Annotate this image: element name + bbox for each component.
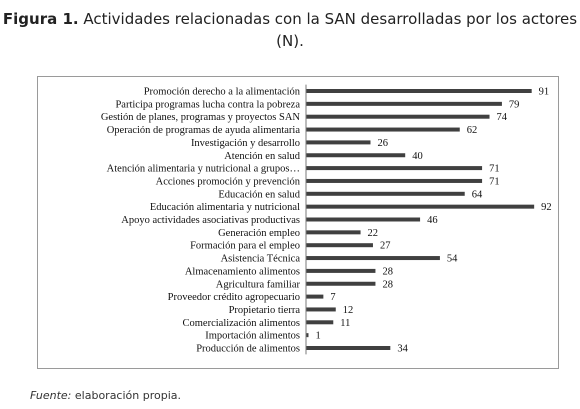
bar xyxy=(306,127,460,132)
chart-frame: Promoción derecho a la alimentación Parti… xyxy=(37,76,559,369)
bar xyxy=(306,243,373,248)
bar xyxy=(306,153,406,158)
data-label: 27 xyxy=(380,241,391,252)
data-label: 91 xyxy=(539,87,550,98)
category-label: Asistencia Técnica xyxy=(221,254,301,265)
data-label: 64 xyxy=(472,189,483,200)
category-label: Almacenamiento alimentos xyxy=(185,266,300,277)
bar xyxy=(306,281,376,286)
category-label: Formación para el empleo xyxy=(190,241,300,252)
category-label: Propietario tierra xyxy=(229,305,301,316)
category-label: Operación de programas de ayuda alimenta… xyxy=(107,125,301,136)
category-label: Apoyo actividades asociativas productiva… xyxy=(121,215,300,226)
figure-source: Fuente: elaboración propia. xyxy=(30,389,181,402)
source-label: Fuente: xyxy=(30,389,72,402)
bars xyxy=(306,89,535,350)
data-label: 1 xyxy=(315,331,320,342)
data-label: 12 xyxy=(343,305,354,316)
bar xyxy=(306,178,483,183)
data-label: 71 xyxy=(489,176,500,187)
category-label: Investigación y desarrollo xyxy=(191,138,300,149)
bar xyxy=(306,114,490,119)
data-label: 26 xyxy=(377,138,388,149)
bar xyxy=(306,268,376,273)
data-label: 62 xyxy=(467,125,478,136)
category-label: Atención alimentaria y nutricional a gru… xyxy=(107,164,300,175)
figure-label: Figura 1. xyxy=(2,10,79,28)
source-text: elaboración propia. xyxy=(74,389,182,402)
bar xyxy=(306,140,371,145)
category-label: Promoción derecho a la alimentación xyxy=(144,87,301,98)
data-label: 22 xyxy=(368,228,379,239)
bar xyxy=(306,294,324,299)
category-label: Acciones promoción y prevención xyxy=(156,176,301,187)
data-label: 28 xyxy=(382,279,393,290)
category-label: Generación empleo xyxy=(218,228,300,239)
data-label: 11 xyxy=(340,318,350,329)
category-label: Participa programas lucha contra la pobr… xyxy=(115,99,300,110)
category-label: Importación alimentos xyxy=(205,331,300,342)
bar xyxy=(306,204,535,209)
figure-caption: Actividades relacionadas con la SAN desa… xyxy=(83,10,578,50)
data-label: 71 xyxy=(489,164,500,175)
category-labels: Promoción derecho a la alimentaciónParti… xyxy=(101,87,301,355)
category-label: Proveedor crédito agropecuario xyxy=(168,292,300,303)
bar xyxy=(306,89,532,93)
figure-title: Figura 1. Actividades relacionadas con l… xyxy=(0,8,580,52)
bar xyxy=(306,101,502,106)
bar xyxy=(306,191,465,196)
bar xyxy=(306,307,336,312)
data-label: 28 xyxy=(382,266,393,277)
data-label: 74 xyxy=(497,112,508,123)
category-label: Gestión de planes, programas y proyectos… xyxy=(101,112,301,123)
data-label: 54 xyxy=(447,254,458,265)
category-label: Educación alimentaria y nutricional xyxy=(150,202,300,213)
category-label: Comercialización alimentos xyxy=(183,318,301,329)
category-label: Agricultura familiar xyxy=(216,279,301,290)
category-label: Atención en salud xyxy=(224,151,301,162)
data-label: 46 xyxy=(427,215,438,226)
bar-chart: Promoción derecho a la alimentaciónParti… xyxy=(101,84,552,355)
bar xyxy=(306,256,440,261)
bar xyxy=(306,217,421,222)
data-label: 7 xyxy=(330,292,335,303)
bar xyxy=(306,346,391,350)
bar xyxy=(306,230,361,235)
category-label: Educación en salud xyxy=(218,189,300,200)
bar xyxy=(306,333,309,338)
data-label: 34 xyxy=(397,344,408,355)
bar xyxy=(306,166,483,171)
data-label: 79 xyxy=(509,99,520,110)
data-label: 40 xyxy=(412,151,423,162)
bar xyxy=(306,320,334,325)
category-label: Producción de alimentos xyxy=(196,344,300,355)
data-label: 92 xyxy=(541,202,552,213)
